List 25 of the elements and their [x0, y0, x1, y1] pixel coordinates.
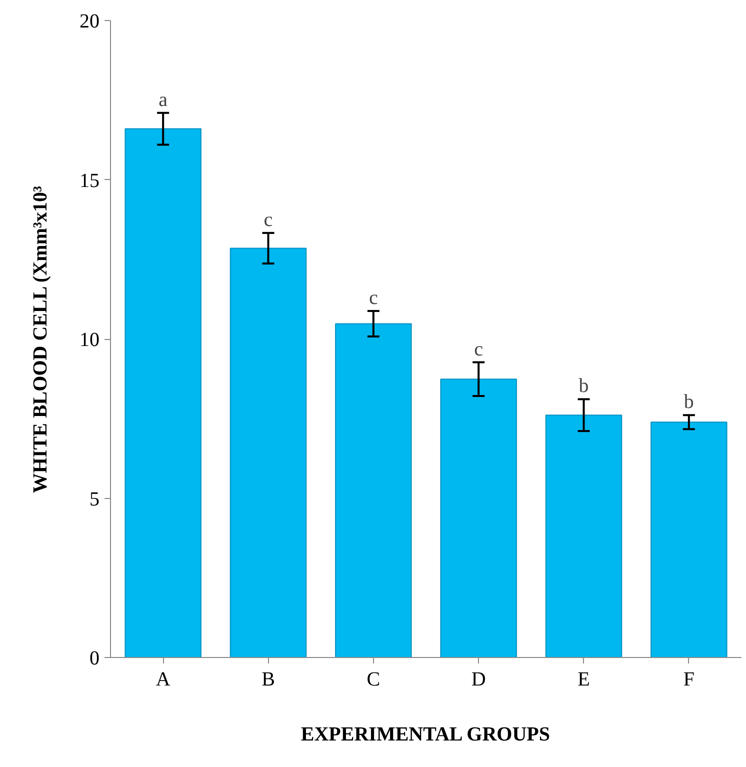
bar	[440, 378, 517, 658]
annotation: b	[578, 375, 589, 398]
y-tick-label: 10	[80, 329, 100, 351]
bar	[124, 128, 202, 658]
bar	[335, 323, 412, 658]
x-tick-label: F	[683, 668, 694, 690]
x-tick-label: E	[578, 668, 590, 690]
y-tick-label: 0	[90, 648, 100, 670]
y-tick-label: 5	[90, 488, 100, 510]
x-tick-label: B	[262, 668, 275, 690]
annotation: b	[684, 391, 694, 414]
bar	[650, 422, 728, 658]
annotation: a	[158, 88, 168, 111]
y-axis-title: WHITE BLOOD CELL (Xmm³x10³	[30, 186, 52, 494]
x-tick-label: C	[366, 668, 380, 690]
x-axis-title: EXPERIMENTAL GROUPS	[300, 724, 550, 746]
x-tick-label: A	[156, 668, 171, 690]
y-tick-label: 20	[80, 10, 100, 32]
annotation: c	[264, 208, 273, 231]
bar	[545, 414, 622, 658]
x-tick-label: D	[471, 668, 486, 690]
y-tick-label: 15	[80, 170, 100, 192]
annotation: c	[368, 286, 378, 309]
bar	[230, 248, 307, 658]
annotation: c	[474, 338, 484, 360]
